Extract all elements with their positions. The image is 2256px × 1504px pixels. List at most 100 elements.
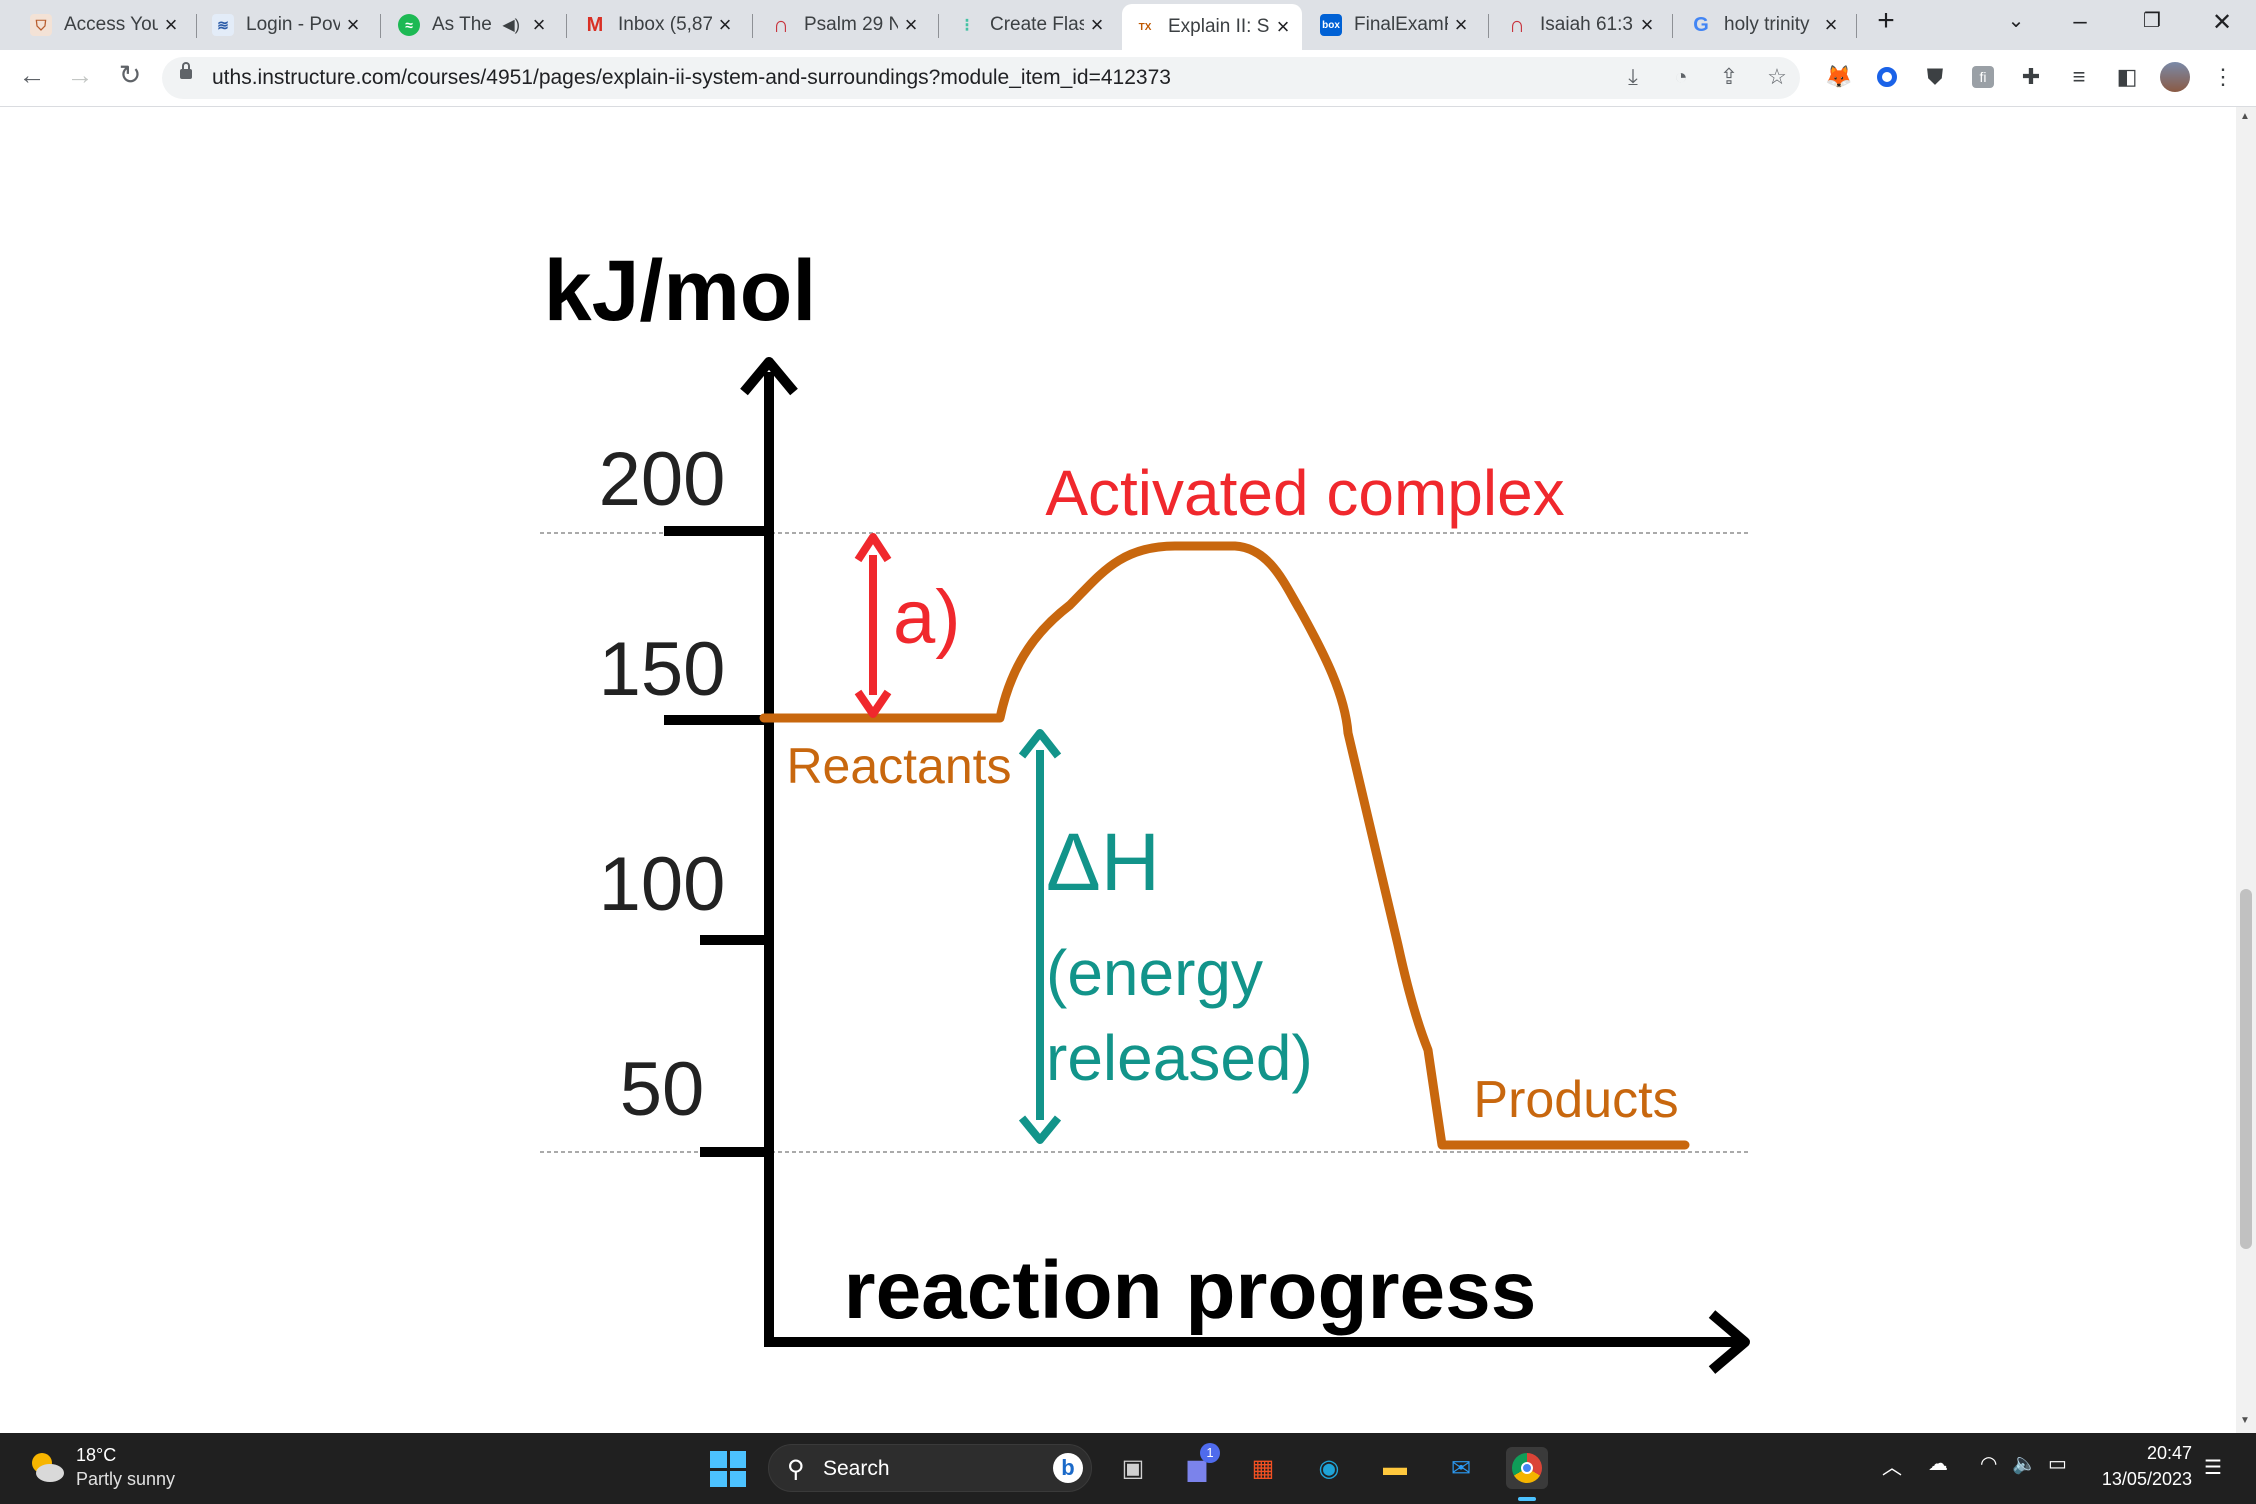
speaker-icon[interactable]: ◀) xyxy=(502,17,520,34)
tab-title: Access You xyxy=(64,14,158,35)
side-panel-icon[interactable]: ◧ xyxy=(2116,64,2138,89)
profile-avatar[interactable] xyxy=(2160,62,2190,92)
tab-search-icon[interactable]: ⌄ xyxy=(2007,10,2025,32)
task-view-icon[interactable]: ▣ xyxy=(1121,1454,1145,1482)
quizlet-icon: ⁝ xyxy=(964,14,970,35)
tab-google[interactable]: G holy trinity × xyxy=(1678,6,1850,44)
reactants-label: Reactants xyxy=(786,738,1011,794)
texas-uth-icon: TX xyxy=(1138,21,1152,33)
microsoft-store-icon[interactable]: ▦ xyxy=(1251,1454,1275,1482)
reaction-energy-curve xyxy=(759,541,1690,1150)
mail-icon[interactable]: ✉ xyxy=(1450,1454,1472,1482)
tab-title: holy trinity xyxy=(1724,14,1810,35)
share-icon[interactable]: ⇪ xyxy=(1719,64,1739,89)
enthalpy-arrow-head-down xyxy=(1018,1115,1062,1144)
close-icon[interactable]: × xyxy=(1454,12,1468,37)
onedrive-icon[interactable]: ☁ xyxy=(1928,1453,1948,1475)
tab-title: Create Flas xyxy=(990,14,1084,35)
metamask-icon[interactable]: 🦊 xyxy=(1825,64,1853,89)
activation-energy-arrow-head-down xyxy=(854,689,892,718)
close-icon[interactable]: × xyxy=(718,12,732,37)
tab-box[interactable]: box FinalExamF × xyxy=(1308,6,1480,44)
tab-strip: ⛉ Access You × ≋ Login - Pov × ≈ As The … xyxy=(0,0,2256,50)
url-text[interactable]: uths.instructure.com/courses/4951/pages/… xyxy=(212,66,1171,89)
bible-gateway-icon: ∩ xyxy=(773,12,789,37)
bookmark-star-icon[interactable]: ☆ xyxy=(1767,64,1787,89)
lock-icon[interactable] xyxy=(180,62,192,79)
close-icon[interactable]: × xyxy=(1090,12,1104,37)
battery-icon[interactable]: ▭ xyxy=(2048,1453,2067,1475)
performance-icon[interactable]: ◔ xyxy=(1674,64,1688,89)
edge-icon[interactable]: ◉ xyxy=(1318,1454,1340,1482)
teams-chat-icon[interactable]: ▆ 1 xyxy=(1176,1443,1220,1489)
back-icon[interactable]: ← xyxy=(18,60,46,90)
tab-login[interactable]: ≋ Login - Pov × xyxy=(200,6,372,44)
restore-icon[interactable]: ❐ xyxy=(2143,10,2161,32)
address-bar[interactable]: uths.instructure.com/courses/4951/pages/… xyxy=(162,57,1800,99)
y-tick-label-50: 50 xyxy=(620,1047,705,1132)
wifi-icon[interactable]: ◠ xyxy=(1980,1453,1998,1475)
new-tab-button[interactable]: + xyxy=(1877,4,1895,37)
enthalpy-arrow-head-up xyxy=(1018,729,1062,759)
notification-icon[interactable]: ☰ xyxy=(2204,1457,2222,1479)
y-tick-label-100: 100 xyxy=(599,842,726,927)
bing-icon[interactable]: b xyxy=(1053,1453,1083,1483)
y-axis-arrowhead xyxy=(740,357,798,396)
tab-access[interactable]: ⛉ Access You × xyxy=(18,6,190,44)
chrome-icon[interactable] xyxy=(1506,1447,1548,1489)
minimize-icon[interactable]: – xyxy=(2073,8,2087,35)
taskbar-search[interactable]: ⚲ Search b xyxy=(768,1444,1092,1492)
menu-kebab-icon[interactable]: ⋮ xyxy=(2212,64,2234,89)
grammar-extension-icon[interactable]: fi xyxy=(1968,62,1998,92)
browser-toolbar: ← → ↻ uths.instructure.com/courses/4951/… xyxy=(0,50,2256,107)
active-app-indicator xyxy=(1518,1497,1536,1501)
enthalpy-note-line2: released) xyxy=(1046,1022,1313,1094)
vertical-scrollbar[interactable]: ▲ ▼ xyxy=(2236,107,2256,1433)
tab-title: Psalm 29 N xyxy=(804,14,898,35)
close-window-icon[interactable]: ✕ xyxy=(2211,9,2233,36)
tab-spotify[interactable]: ≈ As The ◀) × xyxy=(386,6,558,44)
shield-extension-icon[interactable]: ⛊ xyxy=(1926,64,1944,89)
bible-gateway-icon: ∩ xyxy=(1509,12,1525,37)
partly-sunny-icon[interactable] xyxy=(26,1447,66,1487)
scroll-up-icon[interactable]: ▲ xyxy=(2240,111,2250,122)
tab-title: Login - Pov xyxy=(246,14,340,35)
tab-isaiah[interactable]: ∩ Isaiah 61:3 × xyxy=(1494,6,1666,44)
extensions-puzzle-icon[interactable]: ✚ xyxy=(2021,64,2041,89)
close-icon[interactable]: × xyxy=(164,12,178,37)
file-explorer-icon[interactable]: ▬ xyxy=(1383,1454,1407,1481)
y-tick-label-200: 200 xyxy=(599,437,726,522)
start-button[interactable] xyxy=(710,1451,746,1487)
google-icon: G xyxy=(1693,13,1709,36)
powerschool-icon: ≋ xyxy=(212,14,234,36)
close-icon[interactable]: × xyxy=(532,12,546,37)
extension-circle-icon[interactable] xyxy=(1872,62,1902,92)
close-icon[interactable]: × xyxy=(904,12,918,37)
forward-icon[interactable]: → xyxy=(66,60,94,90)
tab-title: Isaiah 61:3 xyxy=(1540,14,1633,35)
clock-time[interactable]: 20:47 xyxy=(2146,1443,2192,1463)
products-label: Products xyxy=(1473,1071,1678,1129)
reading-list-icon[interactable]: ≡ xyxy=(2072,64,2086,89)
reload-icon[interactable]: ↻ xyxy=(118,60,142,90)
weather-temperature[interactable]: 18°C xyxy=(76,1445,117,1465)
tab-explain-active[interactable]: TX Explain II: S × xyxy=(1122,4,1302,50)
tab-gmail[interactable]: M Inbox (5,87 × xyxy=(572,6,744,44)
close-icon[interactable]: × xyxy=(1640,12,1654,37)
tab-quizlet[interactable]: ⁝ Create Flas × xyxy=(944,6,1116,44)
tab-title: Explain II: S xyxy=(1168,16,1270,37)
box-icon: box xyxy=(1320,14,1342,36)
scrollbar-thumb[interactable] xyxy=(2240,889,2252,1249)
energy-diagram: 200 150 100 50 kJ/mol reaction progress … xyxy=(540,243,1750,1374)
tab-psalm[interactable]: ∩ Psalm 29 N × xyxy=(758,6,930,44)
clock-date[interactable]: 13/05/2023 xyxy=(2101,1469,2192,1489)
scroll-down-icon[interactable]: ▼ xyxy=(2240,1415,2250,1426)
install-icon[interactable]: ⤓ xyxy=(1628,64,1638,89)
enthalpy-label: ΔH xyxy=(1046,817,1160,908)
close-icon[interactable]: × xyxy=(1824,12,1838,37)
close-icon[interactable]: × xyxy=(1276,14,1290,39)
show-hidden-icons-chevron[interactable]: ︿ xyxy=(1882,1457,1902,1479)
close-icon[interactable]: × xyxy=(346,12,360,37)
volume-icon[interactable]: 🔈 xyxy=(2012,1453,2037,1475)
weather-description[interactable]: Partly sunny xyxy=(76,1469,176,1489)
